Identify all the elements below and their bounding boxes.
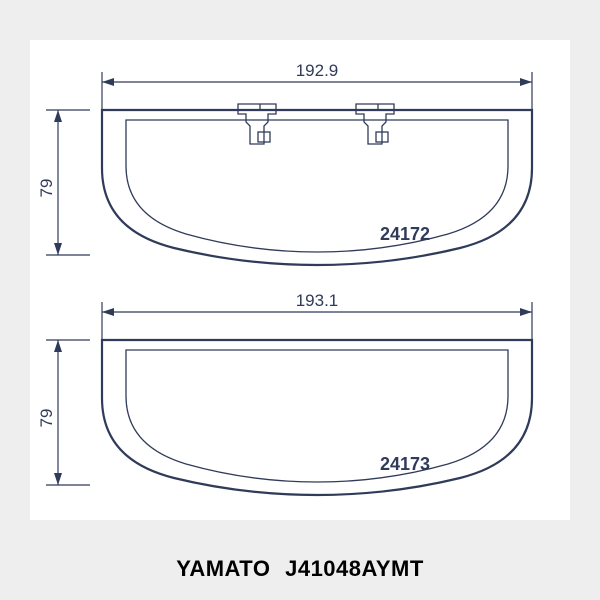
bottom-width-dimension: 193.1 <box>102 291 532 340</box>
top-part-number: 24172 <box>380 224 430 244</box>
footer: YAMATO J41048AYMT <box>0 556 600 582</box>
diagram-canvas: 192.9 79 24172 <box>30 40 570 520</box>
top-width-dimension: 192.9 <box>102 61 532 110</box>
bottom-part-number: 24173 <box>380 454 430 474</box>
top-height-dimension: 79 <box>37 110 90 255</box>
top-pad-outline <box>102 110 532 265</box>
brand-label: YAMATO <box>176 556 270 581</box>
bottom-pad-outline <box>102 340 532 495</box>
bottom-height-dimension: 79 <box>37 340 90 485</box>
top-width-value: 192.9 <box>296 61 339 80</box>
bottom-height-value: 79 <box>37 409 56 428</box>
bottom-width-value: 193.1 <box>296 291 339 310</box>
top-pad-group: 192.9 79 24172 <box>37 61 532 265</box>
top-height-value: 79 <box>37 179 56 198</box>
part-code-label: J41048AYMT <box>285 556 424 581</box>
bottom-pad-group: 193.1 79 24173 <box>37 291 532 495</box>
